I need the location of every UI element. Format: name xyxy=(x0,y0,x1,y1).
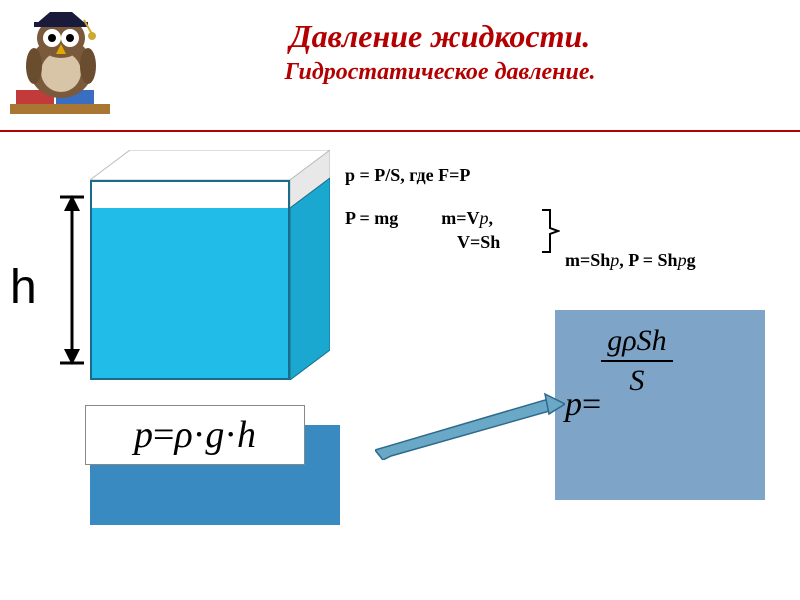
eq-line-1: p = P/S, где F=P xyxy=(345,164,500,187)
fb1-rho: ρ xyxy=(174,413,192,457)
bracket-icon xyxy=(540,208,560,254)
eq-l2-mid-a: m=V xyxy=(441,208,479,228)
owl-pupil-left xyxy=(48,34,56,42)
derivation-text: p = P/S, где F=P P = mg m=Vp, V=Sh xyxy=(345,164,500,254)
fb2-p: p xyxy=(565,386,582,424)
eq-l3-a-ital: p xyxy=(610,250,619,270)
title-sub: Гидростатическое давление. xyxy=(110,59,770,86)
eq-l3-b-tail: g xyxy=(687,250,696,270)
owl-pupil-right xyxy=(66,34,74,42)
eq-l2-mid-a-ital: p xyxy=(480,208,489,228)
owl-mascot xyxy=(6,6,116,121)
fb2-denominator: S xyxy=(623,362,650,398)
cap-brim xyxy=(34,22,88,27)
eq-l2-mid-a-tail: , xyxy=(489,208,494,228)
fb2-num-rho: ρ xyxy=(622,324,636,357)
title-block: Давление жидкости. Гидростатическое давл… xyxy=(110,18,770,86)
eq-line-2: P = mg m=Vp, xyxy=(345,207,500,230)
fb2-eq: = xyxy=(582,386,601,424)
fb1-p: p xyxy=(134,413,153,457)
eq-l2-left: P = mg xyxy=(345,208,398,228)
wing-left xyxy=(26,48,42,84)
fb2-numerator: gρSh xyxy=(601,324,672,360)
eq-l2-mid-b: V=Sh xyxy=(457,232,500,252)
connector-arrow xyxy=(375,390,565,460)
fb1-eq: = xyxy=(153,413,174,457)
cube-side-face xyxy=(290,150,330,380)
height-arrow xyxy=(58,195,86,365)
fb1-h: h xyxy=(237,413,256,457)
wing-right xyxy=(80,48,96,84)
title-main: Давление жидкости. xyxy=(110,18,770,55)
fb1-dot1: · xyxy=(193,413,206,457)
eq-l3-b-ital: p xyxy=(678,250,687,270)
eq-line-3: m=Shp, P = Shpg xyxy=(565,250,696,271)
shelf xyxy=(10,104,110,114)
formula-box-pgh: p = ρ · g · h xyxy=(85,405,305,465)
fb1-g: g xyxy=(205,413,224,457)
cube-front-face xyxy=(90,180,290,380)
eq-l3-b: , P = Sh xyxy=(619,250,677,270)
liquid-cube xyxy=(90,150,330,380)
formula-box-fraction: p = gρSh S xyxy=(555,310,765,500)
eq-l3-a: m=Sh xyxy=(565,250,610,270)
separator xyxy=(0,130,800,132)
fb2-num-sh: Sh xyxy=(637,324,667,357)
tassel xyxy=(88,32,96,40)
cube-front-air xyxy=(92,182,288,208)
fb1-dot2: · xyxy=(224,413,237,457)
height-label: h xyxy=(10,260,37,315)
fb2-num-g: g xyxy=(607,324,622,357)
cube-front-liquid xyxy=(92,208,288,378)
eq-line-2b: V=Sh xyxy=(345,231,500,254)
